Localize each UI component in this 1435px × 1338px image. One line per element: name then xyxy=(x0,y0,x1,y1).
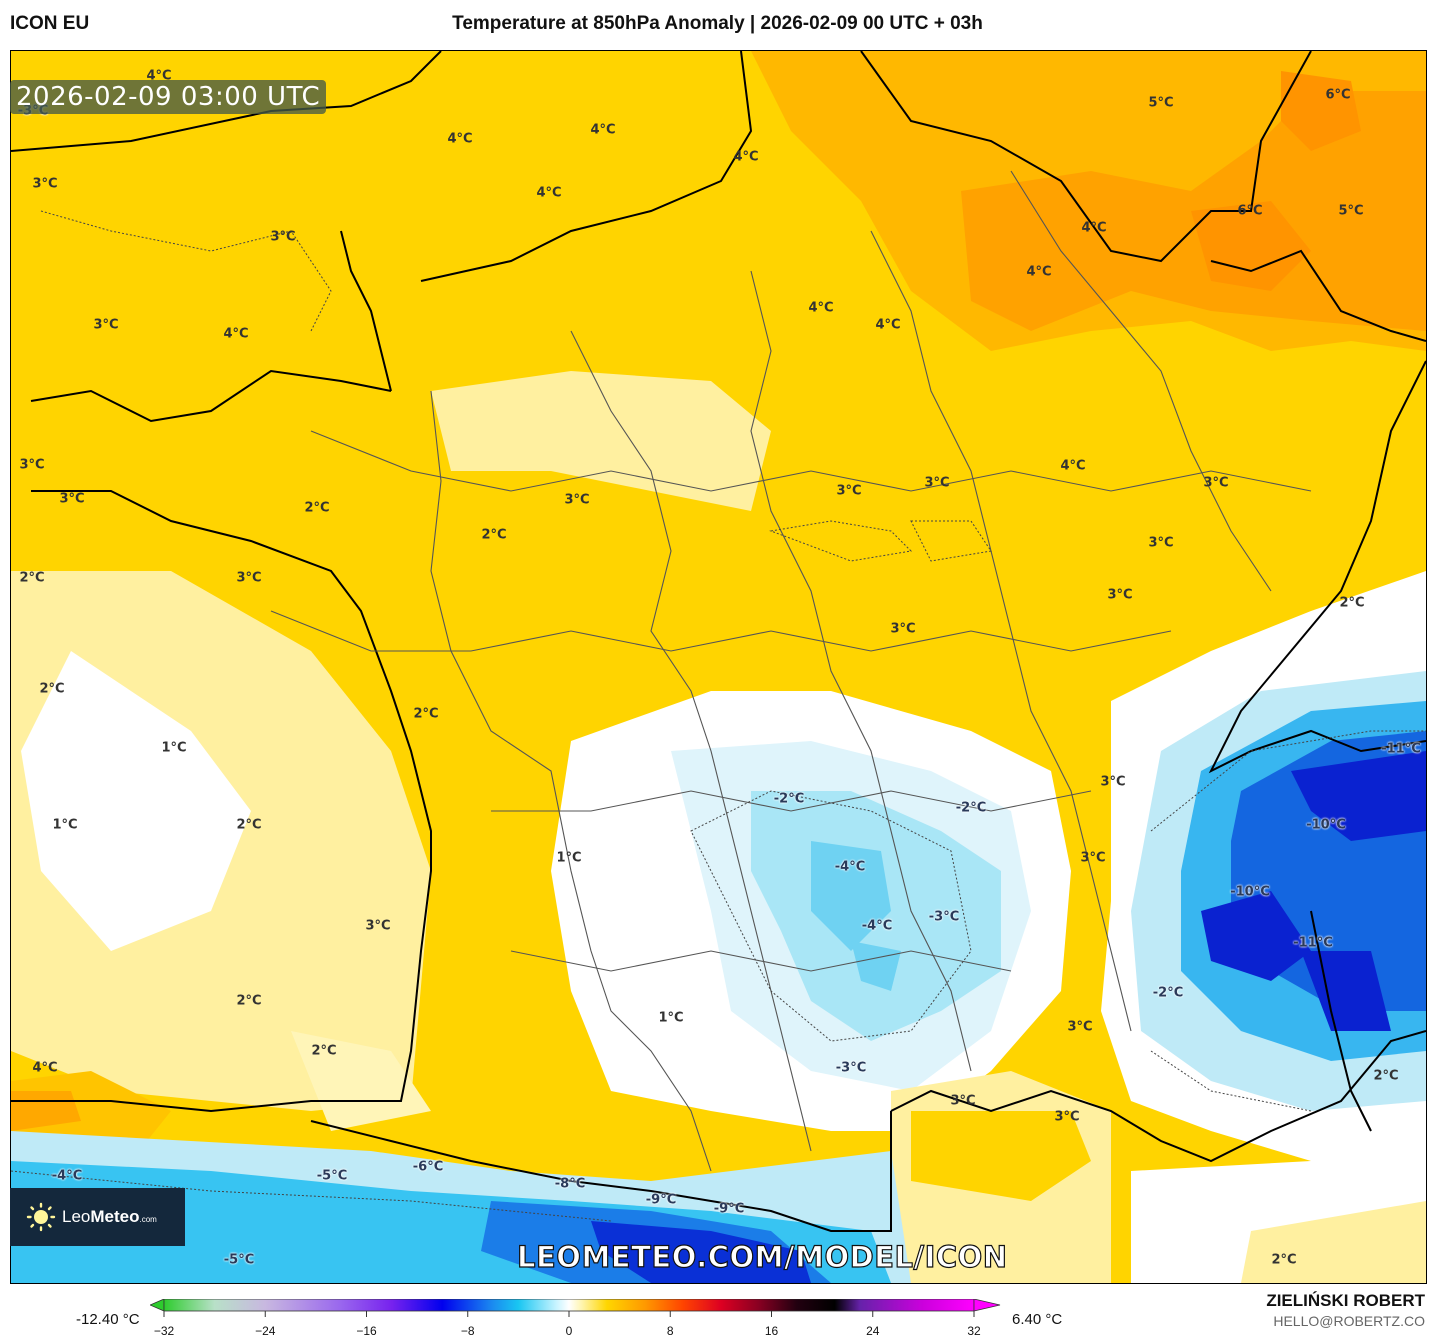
temperature-label: 1°C xyxy=(161,740,187,756)
temperature-label: 2°C xyxy=(1271,1252,1297,1268)
colorbar-tick: −24 xyxy=(255,1324,276,1338)
temperature-label: 4°C xyxy=(875,317,901,333)
temperature-label: 2°C xyxy=(19,570,45,586)
temperature-label: -5°C xyxy=(316,1168,348,1184)
temperature-label: -10°C xyxy=(1230,884,1270,900)
author-credit: ZIELIŃSKI ROBERT HELLO@ROBERTZ.CO xyxy=(1266,1291,1425,1329)
temperature-label: -8°C xyxy=(554,1176,586,1192)
leometeo-logo[interactable]: LeoMeteo.com xyxy=(10,1188,185,1246)
temperature-label: -11°C xyxy=(1381,741,1421,757)
colorbar-tick: −32 xyxy=(153,1324,175,1338)
temperature-label: 3°C xyxy=(1100,774,1126,790)
temperature-label: 1°C xyxy=(52,817,78,833)
temperature-label: -2°C xyxy=(955,800,987,816)
temperature-label: -2°C xyxy=(773,791,805,807)
temperature-label: 3°C xyxy=(1203,475,1229,491)
temperature-label: 3°C xyxy=(564,492,590,508)
temperature-label: 4°C xyxy=(733,149,759,165)
temperature-label: 4°C xyxy=(1026,264,1052,280)
temperature-label: -4°C xyxy=(51,1168,83,1184)
colorbar-tick: 16 xyxy=(764,1324,779,1338)
colorbar-min-label: -12.40 °C xyxy=(76,1311,140,1328)
temperature-label: 2°C xyxy=(1373,1068,1399,1084)
temperature-label: -5°C xyxy=(223,1252,255,1268)
temperature-label: 3°C xyxy=(924,475,950,491)
temperature-label: 3°C xyxy=(59,491,85,507)
temperature-label: 3°C xyxy=(1054,1109,1080,1125)
temperature-label: 4°C xyxy=(1060,458,1086,474)
temperature-label: 2°C xyxy=(236,817,262,833)
temperature-label: 5°C xyxy=(1338,203,1364,219)
model-url-watermark: LEOMETEO.COM/MODEL/ICON xyxy=(516,1239,1008,1274)
temperature-label: 3°C xyxy=(270,229,296,245)
temperature-label: 2°C xyxy=(481,527,507,543)
colorbar-tick: 0 xyxy=(565,1324,573,1338)
temperature-label: 1°C xyxy=(658,1010,684,1026)
temperature-label: 2°C xyxy=(304,500,330,516)
colorbar-tick: 32 xyxy=(967,1324,981,1338)
temperature-anomaly-map: 4°C -3°C 3°C 4°C 4°C 4°C 4°C 3°C 3°C 4°C 4°C 4°C 5°C… xyxy=(10,50,1427,1284)
sun-icon xyxy=(26,1202,56,1232)
colorbar-tick: 24 xyxy=(866,1324,880,1338)
temperature-label: 4°C xyxy=(1081,220,1107,236)
author-email: HELLO@ROBERTZ.CO xyxy=(1273,1313,1425,1329)
temperature-label: -9°C xyxy=(645,1192,677,1208)
temperature-label: -11°C xyxy=(1293,935,1333,951)
temperature-label: -4°C xyxy=(861,918,893,934)
temperature-label: 3°C xyxy=(236,570,262,586)
temperature-label: 6°C xyxy=(1237,203,1263,219)
colorbar-max-label: 6.40 °C xyxy=(1012,1311,1063,1328)
temperature-label: 3°C xyxy=(1080,850,1106,866)
temperature-label: 4°C xyxy=(536,185,562,201)
temperature-label: -2°C xyxy=(1152,985,1184,1001)
temperature-label: 4°C xyxy=(146,68,172,84)
model-name: ICON EU xyxy=(10,13,90,34)
temperature-label: -3°C xyxy=(835,1060,867,1076)
temperature-label: 3°C xyxy=(1067,1019,1093,1035)
temperature-label: -4°C xyxy=(834,859,866,875)
temperature-label: 3°C xyxy=(32,176,58,192)
author-name: ZIELIŃSKI ROBERT xyxy=(1266,1291,1425,1310)
colorbar-tick: 8 xyxy=(666,1324,674,1338)
temperature-label: 2°C xyxy=(1339,595,1365,611)
temperature-label: 3°C xyxy=(365,918,391,934)
temperature-label: 2°C xyxy=(39,681,65,697)
chart-title: Temperature at 850hPa Anomaly | 2026-02-… xyxy=(452,13,983,34)
colorbar-tick: −16 xyxy=(356,1324,377,1338)
temperature-label: 3°C xyxy=(890,621,916,637)
temperature-label: 2°C xyxy=(413,706,439,722)
temperature-label: 2°C xyxy=(236,993,262,1009)
temperature-label: -3°C xyxy=(928,909,960,925)
temperature-label: 3°C xyxy=(93,317,119,333)
temperature-label: 6°C xyxy=(1325,87,1351,103)
temperature-label: 5°C xyxy=(1148,95,1174,111)
temperature-field xyxy=(11,51,1426,1283)
temperature-label: 4°C xyxy=(32,1060,58,1076)
temperature-label: 2°C xyxy=(311,1043,337,1059)
temperature-label: -9°C xyxy=(713,1201,745,1217)
colorbar xyxy=(150,1299,1001,1317)
temperature-label: 3°C xyxy=(1148,535,1174,551)
temperature-label: 3°C xyxy=(950,1093,976,1109)
logo-text: LeoMeteo.com xyxy=(62,1207,157,1226)
temperature-label: 4°C xyxy=(590,122,616,138)
temperature-label: 3°C xyxy=(836,483,862,499)
temperature-label: 1°C xyxy=(556,850,582,866)
colorbar-tick: −8 xyxy=(460,1324,475,1338)
valid-time-badge: 2026-02-09 03:00 UTC xyxy=(10,80,327,114)
temperature-label: 3°C xyxy=(19,457,45,473)
temperature-label: 3°C xyxy=(1107,587,1133,603)
temperature-label: 4°C xyxy=(223,326,249,342)
temperature-label: -10°C xyxy=(1306,817,1346,833)
temperature-label: -6°C xyxy=(412,1159,444,1175)
temperature-label: 4°C xyxy=(808,300,834,316)
temperature-label: 4°C xyxy=(447,131,473,147)
